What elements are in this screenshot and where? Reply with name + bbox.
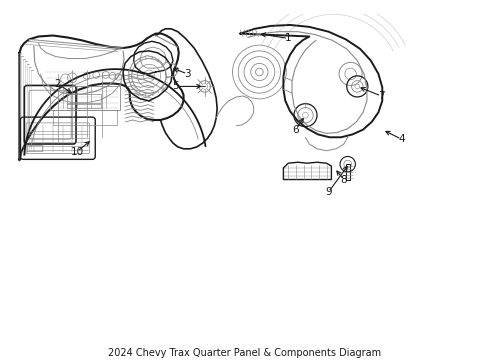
- Text: 8: 8: [341, 175, 347, 185]
- Text: 7: 7: [378, 91, 385, 101]
- Text: 6: 6: [293, 125, 299, 135]
- Text: 4: 4: [398, 134, 405, 144]
- Text: 2024 Chevy Trax Quarter Panel & Components Diagram: 2024 Chevy Trax Quarter Panel & Componen…: [108, 348, 382, 359]
- Text: 10: 10: [71, 147, 84, 157]
- Text: 1: 1: [285, 33, 292, 44]
- Text: 3: 3: [184, 69, 191, 79]
- Text: 2: 2: [54, 78, 61, 89]
- Text: 9: 9: [325, 187, 332, 197]
- Text: 5: 5: [172, 81, 179, 91]
